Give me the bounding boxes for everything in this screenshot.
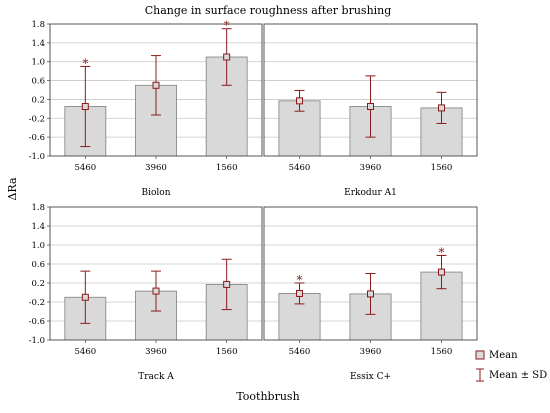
mean-marker bbox=[223, 280, 231, 288]
panels: 1.8 1.4 1.0 0.6 0.2 -0.2 -0.6 -1.0 * 5460 3960 * 156… bbox=[29, 19, 478, 382]
panel-2: 1.8 1.4 1.0 0.6 0.2 -0.2 -0.6 -1.0 5460 3960 1560 T… bbox=[29, 203, 263, 382]
category-label: 3960 bbox=[145, 347, 167, 357]
mean-marker bbox=[223, 53, 231, 61]
panel-frame bbox=[49, 206, 263, 341]
y-tick-label: 1.8 bbox=[31, 203, 45, 213]
category-label: 5460 bbox=[75, 347, 97, 357]
mean-marker bbox=[81, 293, 89, 301]
y-axis-title: ΔRa bbox=[6, 177, 19, 200]
category-label: 5460 bbox=[289, 347, 311, 357]
y-tick-label: 1.8 bbox=[31, 20, 45, 30]
mean-marker bbox=[152, 287, 160, 295]
chart-title: Change in surface roughness after brushi… bbox=[145, 4, 392, 17]
y-tick-label: -0.2 bbox=[29, 114, 45, 124]
panel-frame bbox=[263, 23, 478, 157]
significance-star: * bbox=[224, 19, 230, 33]
y-tick-label: -0.2 bbox=[29, 298, 45, 308]
mean-marker bbox=[296, 97, 303, 105]
panel-3: * 5460 3960 * 1560 Essix C+ bbox=[263, 206, 478, 382]
category-label: 1560 bbox=[431, 347, 453, 357]
category-label: 1560 bbox=[216, 163, 238, 173]
y-tick-label: -0.6 bbox=[29, 317, 45, 327]
mean-marker bbox=[438, 104, 445, 112]
legend-mean-marker bbox=[475, 350, 485, 360]
panel-frame bbox=[49, 23, 263, 157]
y-tick-label: -0.6 bbox=[29, 133, 45, 143]
category-label: 5460 bbox=[289, 163, 311, 173]
significance-star: * bbox=[439, 245, 445, 259]
significance-star: * bbox=[82, 56, 88, 70]
panel-frame bbox=[263, 206, 478, 341]
mean-marker bbox=[438, 268, 445, 276]
y-tick-label: 0.2 bbox=[31, 95, 45, 105]
y-tick-label: -1.0 bbox=[29, 152, 45, 162]
panel-label: Erkodur A1 bbox=[344, 188, 397, 198]
category-label: 3960 bbox=[360, 347, 382, 357]
mean-marker bbox=[152, 81, 160, 89]
panel-label: Track A bbox=[138, 372, 174, 382]
y-tick-label: -1.0 bbox=[29, 336, 45, 346]
legend: Mean Mean ± SD bbox=[475, 350, 547, 382]
panel-0: 1.8 1.4 1.0 0.6 0.2 -0.2 -0.6 -1.0 * 5460 3960 * 156… bbox=[29, 19, 263, 198]
mean-marker bbox=[367, 290, 374, 298]
legend-mean-label: Mean bbox=[489, 350, 518, 361]
category-label: 3960 bbox=[360, 163, 382, 173]
category-label: 1560 bbox=[431, 163, 453, 173]
category-label: 3960 bbox=[145, 163, 167, 173]
category-label: 1560 bbox=[216, 347, 238, 357]
y-tick-label: 0.2 bbox=[31, 279, 45, 289]
y-tick-label: 0.6 bbox=[31, 260, 45, 270]
y-tick-label: 1.4 bbox=[31, 39, 45, 49]
panel-label: Essix C+ bbox=[350, 372, 391, 382]
mean-marker bbox=[367, 103, 374, 110]
x-axis-title: Toothbrush bbox=[236, 390, 299, 403]
category-label: 5460 bbox=[75, 163, 97, 173]
significance-star: * bbox=[297, 273, 303, 287]
legend-sd-label: Mean ± SD bbox=[489, 370, 547, 381]
panel-1: 5460 3960 1560 Erkodur A1 bbox=[263, 23, 478, 198]
y-tick-label: 1.0 bbox=[31, 241, 45, 251]
mean-marker bbox=[296, 289, 303, 297]
y-tick-label: 1.4 bbox=[31, 222, 45, 232]
panel-label: Biolon bbox=[141, 188, 170, 198]
mean-marker bbox=[81, 103, 89, 110]
y-tick-label: 0.6 bbox=[31, 77, 45, 87]
y-tick-label: 1.0 bbox=[31, 58, 45, 68]
